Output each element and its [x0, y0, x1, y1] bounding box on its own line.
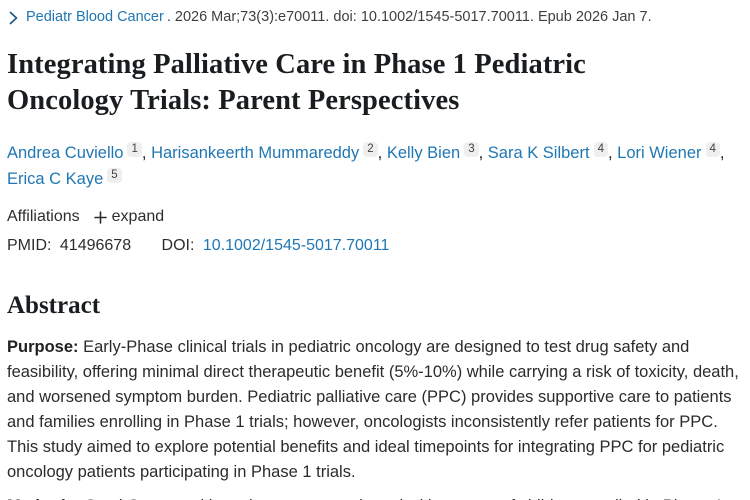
author-affiliation-superscript: 1: [127, 142, 142, 157]
expand-affiliations-button[interactable]: expand: [93, 208, 165, 226]
author-link[interactable]: Kelly Bien: [386, 144, 461, 162]
author-link[interactable]: Andrea Cuviello: [7, 144, 124, 162]
author-separator: ,: [607, 144, 618, 162]
author-link[interactable]: Sara K Silbert: [487, 144, 590, 162]
author-separator: ,: [478, 144, 488, 162]
author-link[interactable]: Lori Wiener: [617, 144, 702, 162]
abstract-section: Methods: Semi-Structured interviews were…: [7, 494, 745, 500]
abstract-section: Purpose: Early-Phase clinical trials in …: [7, 335, 745, 485]
author-separator: ,: [141, 144, 152, 162]
author-link[interactable]: Erica C Kaye: [7, 170, 104, 188]
expand-label: expand: [111, 208, 165, 225]
abstract-body: Purpose: Early-Phase clinical trials in …: [7, 335, 745, 500]
author-link[interactable]: Harisankeerth Mummareddy: [151, 144, 360, 162]
pmid-value: 41496678: [59, 237, 132, 254]
authors-list: Andrea Cuviello 1, Harisankeerth Mummared…: [7, 140, 745, 192]
author-separator: ,: [719, 144, 725, 162]
doi-label: DOI:: [161, 237, 195, 254]
author-affiliation-superscript: 4: [705, 142, 720, 157]
page-title: Integrating Palliative Care in Phase 1 P…: [7, 49, 586, 116]
author-affiliation-superscript: 4: [593, 142, 608, 157]
abstract-section-label: Methods:: [7, 497, 85, 500]
abstract-section-text: Semi-Structured interviews were conducte…: [7, 497, 723, 500]
journal-link[interactable]: Pediatr Blood Cancer: [26, 9, 164, 25]
identifiers-row: PMID: 41496678 DOI: 10.1002/1545-5017.70…: [7, 237, 745, 255]
chevron-right-icon[interactable]: [8, 11, 19, 25]
citation-text: . 2026 Mar;73(3):e70011. doi: 10.1002/15…: [166, 9, 652, 25]
author-affiliation-superscript: 3: [464, 142, 479, 157]
author-affiliation-superscript: 5: [107, 168, 122, 183]
abstract-section-label: Purpose:: [7, 338, 84, 356]
doi-link[interactable]: 10.1002/1545-5017.70011: [202, 237, 390, 254]
abstract-section-text: Early-Phase clinical trials in pediatric…: [7, 338, 739, 481]
journal-citation-line: Pediatr Blood Cancer . 2026 Mar;73(3):e7…: [7, 8, 745, 26]
author-affiliation-superscript: 2: [363, 142, 378, 157]
doi-group: DOI: 10.1002/1545-5017.70011: [162, 237, 390, 254]
author-separator: ,: [377, 144, 387, 162]
affiliations-label: Affiliations: [7, 208, 80, 225]
affiliations-row: Affiliations expand: [7, 208, 745, 226]
abstract-heading: Abstract: [7, 292, 101, 319]
plus-icon: [93, 210, 107, 224]
pmid-label: PMID:: [7, 237, 52, 254]
